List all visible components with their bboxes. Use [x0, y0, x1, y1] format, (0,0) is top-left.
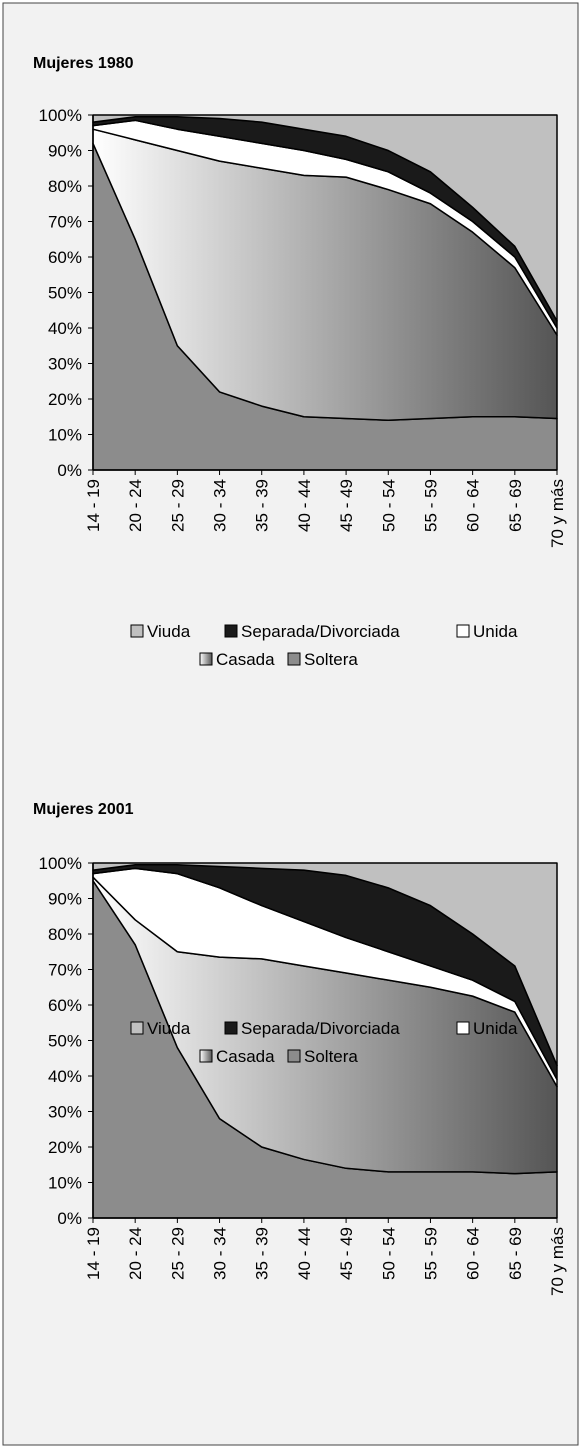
x-tick-label: 20 - 24 [126, 1227, 145, 1280]
y-tick-label: 40% [48, 319, 82, 338]
legend-swatch [224, 624, 238, 638]
x-tick-label: 45 - 49 [337, 1227, 356, 1280]
legend-label: Soltera [304, 650, 358, 669]
y-tick-label: 10% [48, 1174, 82, 1193]
legend-swatch [130, 1021, 144, 1035]
x-tick-label: 60 - 64 [464, 1227, 483, 1280]
y-tick-label: 20% [48, 1138, 82, 1157]
legend-label: Separada/Divorciada [241, 1019, 400, 1038]
y-tick-label: 0% [57, 461, 82, 480]
area [92, 114, 558, 322]
x-tick-label: 35 - 39 [253, 479, 272, 532]
x-tick-label: 70 y más [548, 1227, 567, 1296]
legend-swatch [130, 624, 144, 638]
x-tick-label: 14 - 19 [84, 479, 103, 532]
legend-swatch [199, 1049, 213, 1063]
y-tick-label: 90% [48, 142, 82, 161]
x-tick-label: 70 y más [548, 479, 567, 548]
y-tick-label: 10% [48, 426, 82, 445]
legend-label: Viuda [147, 622, 191, 641]
x-tick-label: 20 - 24 [126, 479, 145, 532]
y-tick-label: 100% [39, 106, 82, 125]
legend-label: Soltera [304, 1047, 358, 1066]
legend-swatch [199, 652, 213, 666]
x-tick-label: 50 - 54 [379, 479, 398, 532]
x-tick-label: 25 - 29 [168, 1227, 187, 1280]
area [92, 862, 558, 1067]
y-tick-label: 0% [57, 1209, 82, 1228]
x-tick-label: 55 - 59 [421, 479, 440, 532]
legend-label: Unida [473, 622, 518, 641]
x-tick-label: 40 - 44 [295, 1227, 314, 1280]
x-tick-label: 14 - 19 [84, 1227, 103, 1280]
chart-title: Mujeres 1980 [33, 55, 134, 72]
y-tick-label: 20% [48, 390, 82, 409]
legend-swatch [287, 652, 301, 666]
legend-swatch [456, 1021, 470, 1035]
chart-title: Mujeres 2001 [33, 801, 134, 818]
x-tick-label: 55 - 59 [421, 1227, 440, 1280]
y-tick-label: 70% [48, 961, 82, 980]
x-tick-label: 45 - 49 [337, 479, 356, 532]
y-tick-label: 60% [48, 248, 82, 267]
x-tick-label: 50 - 54 [379, 1227, 398, 1280]
x-tick-label: 60 - 64 [464, 479, 483, 532]
x-tick-label: 30 - 34 [211, 1227, 230, 1280]
x-tick-label: 65 - 69 [506, 479, 525, 532]
y-tick-label: 30% [48, 355, 82, 374]
y-tick-label: 80% [48, 925, 82, 944]
legend-label: Unida [473, 1019, 518, 1038]
y-tick-label: 50% [48, 1032, 82, 1051]
legend-label: Casada [216, 650, 275, 669]
legend-swatch [287, 1049, 301, 1063]
legend-label: Separada/Divorciada [241, 622, 400, 641]
legend-label: Viuda [147, 1019, 191, 1038]
y-tick-label: 90% [48, 890, 82, 909]
x-tick-label: 65 - 69 [506, 1227, 525, 1280]
y-tick-label: 100% [39, 854, 82, 873]
legend-swatch [224, 1021, 238, 1035]
y-tick-label: 80% [48, 177, 82, 196]
y-tick-label: 50% [48, 284, 82, 303]
legend-swatch [456, 624, 470, 638]
x-tick-label: 35 - 39 [253, 1227, 272, 1280]
y-tick-label: 60% [48, 996, 82, 1015]
x-tick-label: 25 - 29 [168, 479, 187, 532]
x-tick-label: 30 - 34 [211, 479, 230, 532]
y-tick-label: 30% [48, 1103, 82, 1122]
y-tick-label: 40% [48, 1067, 82, 1086]
x-tick-label: 40 - 44 [295, 479, 314, 532]
legend-label: Casada [216, 1047, 275, 1066]
y-tick-label: 70% [48, 213, 82, 232]
